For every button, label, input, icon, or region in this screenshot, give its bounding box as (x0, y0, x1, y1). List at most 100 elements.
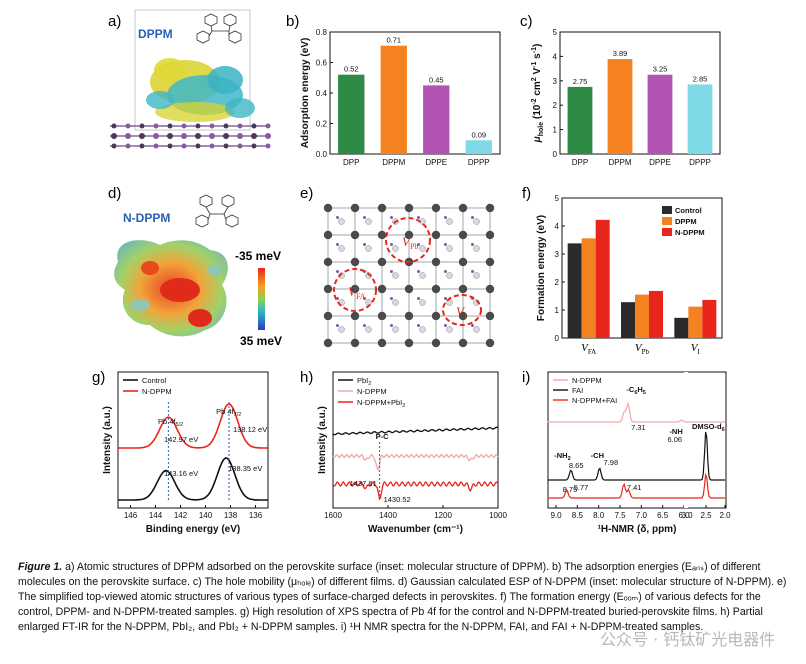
lattice-fa-cation (392, 245, 399, 252)
ylabel-sub: hole (538, 122, 545, 136)
slab-atom (125, 143, 131, 149)
chart-g-label-pb72: Pb 4f7/2 (216, 407, 241, 418)
pb-label-sub: 7/2 (234, 412, 242, 418)
lattice-pb-atom (404, 203, 414, 213)
lattice-pb-atom (377, 284, 387, 294)
category-sub: I (698, 348, 701, 356)
lattice-i-atom (390, 243, 393, 246)
chart-f-bar-n-dppm (595, 219, 610, 338)
legend-base: PbI (357, 376, 368, 385)
lattice-pb-atom (350, 230, 360, 240)
chart-c-bar-value: 2.85 (693, 74, 708, 83)
chart-f-category-label: VI (691, 342, 701, 356)
chart-f-legend-swatch (662, 206, 672, 214)
chart-f-bar-dppm (581, 238, 596, 338)
lattice-i-atom (336, 324, 339, 327)
lattice-pb-atom (404, 338, 414, 348)
chart-h: 1600 1400 1200 1000 Wavenumber (cm⁻¹) Intensi… (317, 371, 507, 535)
lattice-pb-atom (404, 311, 414, 321)
chart-c-bar-dppe (647, 74, 673, 154)
lattice-pb-atom (377, 203, 387, 213)
chart-h-xtick-label: 1400 (379, 511, 397, 520)
slab-atom (195, 123, 201, 129)
ann-base: -C (626, 385, 634, 394)
lattice-pb-atom (458, 203, 468, 213)
legend-base: N-DPPM (357, 387, 387, 396)
lattice-pb-atom (431, 230, 441, 240)
chart-i-xtick-label: 6.5 (657, 511, 669, 520)
chart-i-xtick-label: 9.0 (550, 511, 562, 520)
lattice-pb-atom (458, 311, 468, 321)
legend-sub: 2 (368, 381, 371, 387)
slab-atom (265, 133, 271, 139)
figure-canvas: a) DPPM b) 0.0 0.2 0.4 0.6 0.8 0.52 DPP 0.71 DPP… (92, 9, 731, 535)
caption-lead: Figure 1. (18, 561, 63, 573)
defect-vfa: VFA (333, 268, 377, 312)
chart-h-ylabel: Intensity (a.u.) (317, 406, 328, 474)
chart-f-bar-control (674, 317, 689, 338)
lattice-pb-atom (350, 311, 360, 321)
chart-f-bar-control (567, 243, 582, 338)
vi-base: V (456, 304, 466, 319)
category-base: V (635, 342, 643, 354)
chart-i-xtick-label: 2.0 (719, 511, 731, 520)
vfa-sub: FA (356, 292, 366, 301)
ylabel-sup: -1 (531, 47, 538, 53)
slab-atom (167, 123, 173, 129)
chart-i-ann-577: 5.77 (574, 483, 589, 492)
chart-b-ytick-label: 0.6 (316, 59, 328, 68)
slab-atom (111, 133, 117, 139)
chart-b-category-label: DPPE (425, 158, 447, 167)
slab-atom (111, 123, 117, 129)
chart-i-series-ndppm (547, 401, 725, 423)
chart-c-category-label: DPP (572, 158, 588, 167)
lattice-i-atom (363, 216, 366, 219)
esp-scale-bottom: 35 meV (240, 334, 282, 348)
chart-i-ann-606: 6.06 (667, 435, 682, 444)
lattice-fa-cation (338, 326, 345, 333)
chart-i: 9.0 8.5 8.0 7.5 7.0 6.5 6.03.0 2.5 2.0 ¹H-NMR (δ,… (547, 371, 731, 535)
lattice-pb-atom (404, 230, 414, 240)
slab-atom (195, 143, 201, 149)
chart-f-legend-label: N-DPPM (675, 228, 705, 237)
lattice-i-atom (390, 324, 393, 327)
chart-g-xtick-label: 138 (224, 511, 238, 520)
lattice-pb-atom (431, 338, 441, 348)
lattice-i-atom (417, 243, 420, 246)
lattice-fa-cation (392, 272, 399, 279)
lattice-pb-atom (431, 284, 441, 294)
chart-b-category-label: DPPP (468, 158, 490, 167)
panel-d-title: N-DPPM (123, 211, 170, 225)
chart-c-bar-dppp (687, 84, 713, 154)
lattice-i-atom (471, 243, 474, 246)
chart-g-xlabel: Binding energy (eV) (146, 524, 240, 535)
chart-h-ann-ndppm: 1437.61 (350, 479, 377, 488)
chart-f-category-label: VFA (581, 342, 596, 356)
chart-i-xtick-label: 8.0 (593, 511, 605, 520)
chart-c-bar-dppm (607, 59, 633, 154)
lattice-pb-atom (323, 338, 333, 348)
slab-atom (223, 143, 229, 149)
ylabel-part: s (532, 53, 543, 62)
pb-label-base: Pb 4f (158, 417, 176, 426)
slab-atom (167, 133, 173, 139)
ylabel-mu: μ (532, 136, 543, 143)
chart-c-category-label: DPPM (608, 158, 631, 167)
panel-a-frame (134, 9, 251, 131)
lattice-fa-cation (473, 272, 480, 279)
slab-atom (125, 123, 131, 129)
lattice-i-atom (363, 243, 366, 246)
panel-c-letter: c) (520, 13, 533, 30)
legend-sub: 2 (402, 403, 405, 409)
chart-g-frame (117, 371, 269, 509)
chart-g-ylabel: Intensity (a.u.) (102, 406, 113, 474)
chart-i-xtick-label: 8.5 (572, 511, 584, 520)
chart-g-xtick-label: 146 (124, 511, 138, 520)
slab-atom (237, 133, 243, 139)
chart-i-series-fai (547, 431, 725, 481)
lattice-i-atom (471, 270, 474, 273)
panel-b-letter: b) (286, 13, 299, 30)
lattice-pb-atom (485, 230, 495, 240)
chart-h-series-pbi2 (332, 426, 499, 436)
chart-f-bar-dppm (688, 306, 703, 338)
